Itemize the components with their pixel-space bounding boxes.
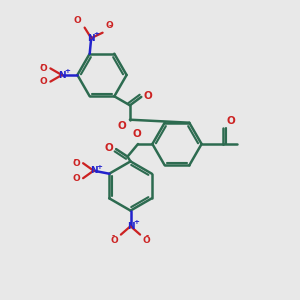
Text: N: N [127, 222, 134, 231]
Text: -: - [73, 156, 76, 165]
Text: O: O [144, 91, 152, 101]
Text: -: - [112, 232, 115, 241]
Text: N: N [90, 166, 98, 175]
Text: +: + [133, 219, 139, 225]
Text: -: - [109, 22, 112, 31]
Text: O: O [40, 64, 47, 73]
Text: -: - [146, 232, 149, 241]
Text: +: + [96, 164, 102, 170]
Text: O: O [132, 129, 141, 139]
Text: O: O [72, 159, 80, 168]
Text: N: N [87, 34, 95, 43]
Text: O: O [226, 116, 235, 126]
Text: O: O [104, 143, 113, 153]
Text: +: + [94, 31, 100, 37]
Text: O: O [111, 236, 119, 245]
Text: O: O [72, 174, 80, 183]
Text: O: O [118, 121, 126, 131]
Text: O: O [105, 21, 113, 30]
Text: O: O [142, 236, 150, 245]
Text: O: O [74, 16, 82, 25]
Text: +: + [64, 68, 70, 74]
Text: O: O [40, 77, 47, 86]
Text: -: - [40, 61, 43, 70]
Text: N: N [58, 70, 66, 80]
